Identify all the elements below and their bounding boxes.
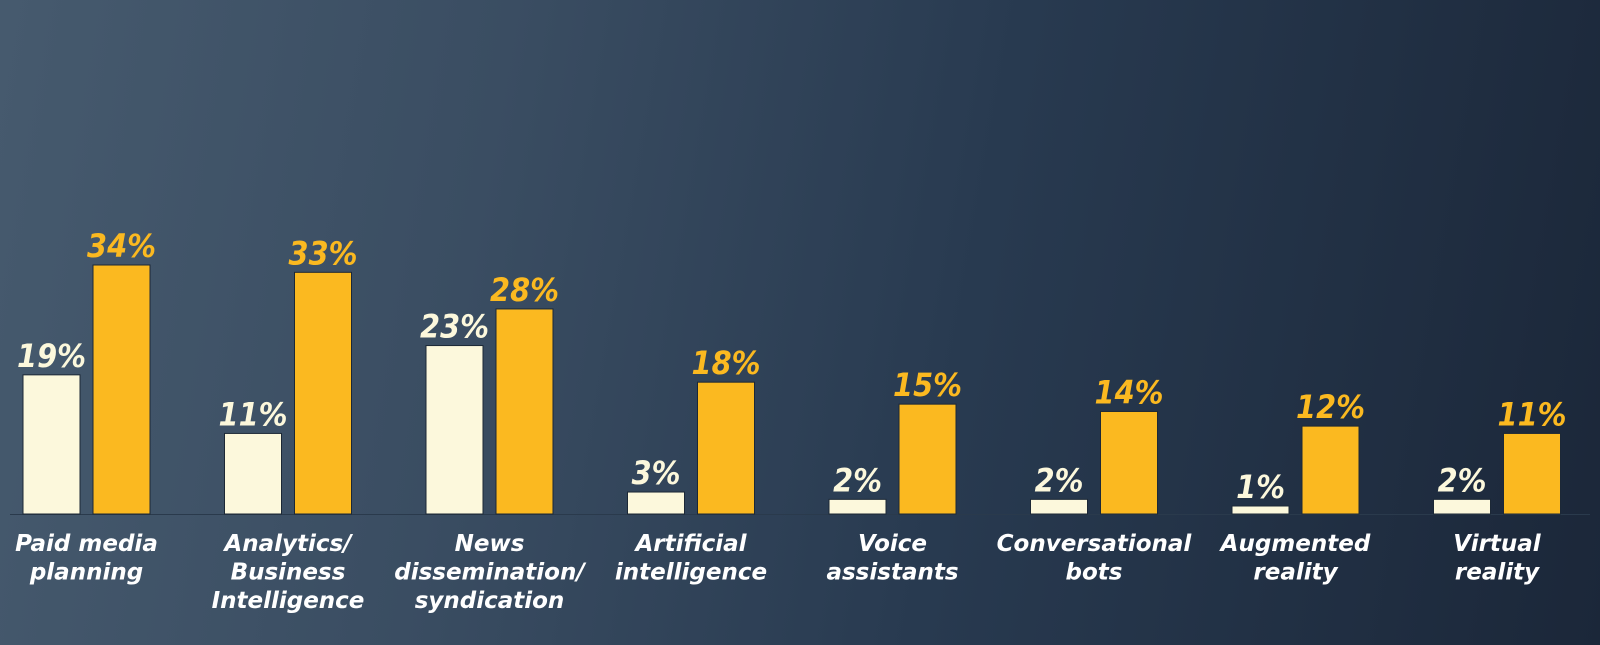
category-label-line: Analytics/ <box>222 531 353 557</box>
data-label: 15% <box>893 366 962 404</box>
category-label-line: dissemination/ <box>394 560 586 586</box>
category-label-line: syndication <box>415 588 565 614</box>
category-label-line: Artificial <box>633 531 747 557</box>
bar-series-2 <box>294 271 352 515</box>
bar-group: 2% 11% Virtual reality <box>1433 395 1567 586</box>
data-label: 28% <box>490 271 559 309</box>
bar-group: 11% 33% Analytics/Business Intelligence <box>212 234 365 614</box>
category-label: Analytics/Business Intelligence <box>212 531 365 614</box>
category-label-line: assistants <box>826 560 958 586</box>
category-label-line: planning <box>29 560 143 586</box>
bar-series-1 <box>22 374 81 515</box>
bar-series-1 <box>224 432 282 515</box>
bar-series-2 <box>1503 432 1561 515</box>
bar-series-2 <box>1100 410 1158 515</box>
bar-series-2 <box>92 264 151 515</box>
category-label-line: intelligence <box>615 560 767 586</box>
category-label-line: News <box>455 531 525 557</box>
category-label: Conversational bots <box>997 531 1193 586</box>
category-label-line: reality <box>1455 560 1540 586</box>
bar-series-1 <box>627 491 685 515</box>
category-label: News dissemination/syndication <box>394 531 586 614</box>
bar-series-2 <box>697 381 755 515</box>
bar-group: 2% 15% Voice assistants <box>826 366 961 585</box>
category-label-line: Business <box>231 560 346 586</box>
category-label: Augmented reality <box>1219 531 1371 586</box>
bar-series-2 <box>898 403 957 515</box>
category-label-line: reality <box>1253 560 1338 586</box>
data-label: 11% <box>1498 395 1567 433</box>
bar-series-1 <box>828 498 887 515</box>
data-label: 34% <box>87 227 156 265</box>
data-label: 19% <box>17 337 86 375</box>
category-label: Virtual reality <box>1453 531 1542 586</box>
bar-series-2 <box>1301 425 1360 515</box>
data-label: 1% <box>1236 468 1285 506</box>
bar-group: 2% 14% Conversational bots <box>997 373 1193 585</box>
data-label: 2% <box>1035 461 1084 499</box>
category-label-line: Paid media <box>15 531 158 557</box>
category-label: Voice assistants <box>826 531 958 586</box>
bar-group: 19% 34% Paid media planning <box>15 227 158 586</box>
bar-series-1 <box>425 345 484 515</box>
bar-group: 3% 18% Artificial intelligence <box>615 344 767 585</box>
category-label-line: Virtual <box>1453 531 1542 557</box>
category-label-line: Augmented <box>1219 531 1371 557</box>
data-label: 12% <box>1296 388 1365 426</box>
data-label: 33% <box>289 234 358 272</box>
category-label: Artificial intelligence <box>615 531 767 586</box>
data-label: 14% <box>1095 373 1164 411</box>
data-label: 18% <box>692 344 761 382</box>
category-label: Paid media planning <box>15 531 158 586</box>
category-label-line: Conversational <box>997 531 1193 557</box>
bar-series-2 <box>495 308 554 515</box>
category-label-line: Voice <box>858 531 927 557</box>
category-label-line: bots <box>1066 560 1123 586</box>
category-label-line: Intelligence <box>212 588 365 614</box>
bar-series-1 <box>1030 498 1088 515</box>
data-label: 2% <box>1438 461 1487 499</box>
bar-series-1 <box>1231 505 1290 515</box>
data-label: 2% <box>833 461 882 499</box>
data-label: 23% <box>420 308 489 346</box>
bar-series-1 <box>1433 498 1491 515</box>
data-label: 3% <box>632 454 681 492</box>
bar-group: 1% 12% Augmented reality <box>1219 388 1371 585</box>
bar-group: 23%28% News dissemination/syndication <box>394 271 586 614</box>
data-label: 11% <box>219 395 288 433</box>
